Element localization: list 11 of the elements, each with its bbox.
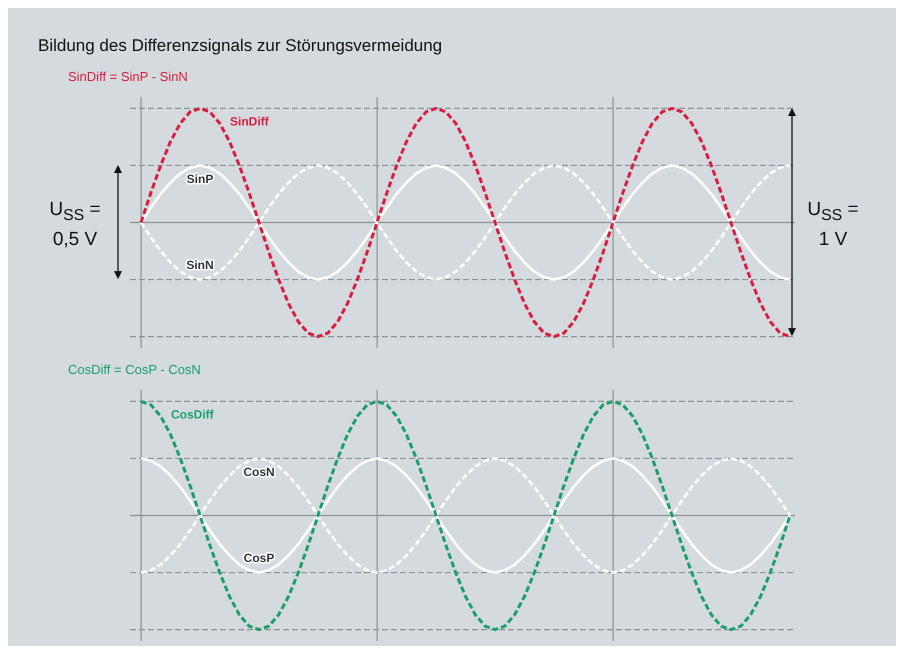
series-label: CosDiff [171, 408, 215, 422]
chart-subtitle: CosDiff = CosP - CosN [68, 362, 201, 377]
series-label: SinP [186, 172, 214, 186]
series-label: SinN [186, 258, 214, 272]
series-label: CosN [243, 464, 275, 479]
chart-subtitle: SinDiff = SinP - SinN [68, 69, 188, 84]
text: U$_{SS}$ = 1 V [806, 198, 860, 252]
series-label: CosP [244, 550, 274, 565]
text: U$_{SS}$ = 0,5 V [48, 198, 102, 252]
chart-title: Bildung des Differenzsignals zur Störungsvermeidung [38, 36, 442, 56]
series-label: SinDiff [230, 114, 270, 129]
